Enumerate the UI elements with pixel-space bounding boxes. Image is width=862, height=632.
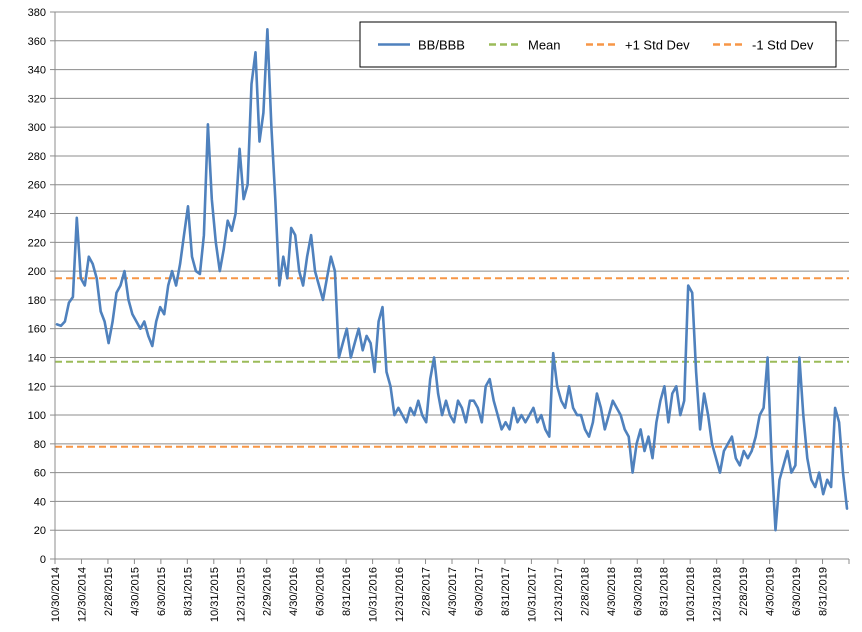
legend-label: +1 Std Dev [625, 38, 690, 53]
y-tick-label: 120 [28, 381, 46, 393]
x-tick-label: 8/31/2015 [182, 567, 194, 616]
x-tick-label: 8/31/2019 [818, 567, 830, 616]
y-tick-label: 320 [28, 93, 46, 105]
y-tick-label: 60 [34, 468, 46, 480]
legend-label: BB/BBB [418, 38, 465, 53]
x-tick-label: 10/31/2016 [368, 567, 380, 622]
reference-lines [55, 277, 849, 448]
y-tick-label: 260 [28, 180, 46, 192]
x-tick-label: 4/30/2018 [606, 567, 618, 616]
axes [50, 11, 850, 564]
legend-label: -1 Std Dev [752, 38, 814, 53]
x-tick-label: 10/31/2015 [209, 567, 221, 622]
y-tick-label: 340 [28, 65, 46, 77]
y-tick-label: 140 [28, 352, 46, 364]
x-tick-label: 12/31/2018 [712, 567, 724, 622]
x-tick-label: 6/30/2015 [156, 567, 168, 616]
y-tick-label: 20 [34, 525, 46, 537]
x-tick-label: 10/30/2014 [50, 567, 62, 622]
x-tick-label: 4/30/2019 [765, 567, 777, 616]
x-tick-label: 10/31/2017 [526, 567, 538, 622]
legend-label: Mean [528, 38, 561, 53]
x-tick-label: 8/31/2017 [500, 567, 512, 616]
x-tick-label: 10/31/2018 [685, 567, 697, 622]
x-tick-label: 6/30/2016 [315, 567, 327, 616]
x-tick-label: 12/31/2015 [235, 567, 247, 622]
y-tick-label: 380 [28, 7, 46, 19]
x-tick-label: 2/28/2015 [103, 567, 115, 616]
x-tick-label: 6/30/2017 [473, 567, 485, 616]
y-tick-labels: 0 20 40 60 80 100 120 140 160 180 200 220 240 260 280 3… [28, 7, 46, 566]
x-tick-label: 2/29/2016 [262, 567, 274, 616]
y-tick-label: 220 [28, 237, 46, 249]
x-tick-label: 12/30/2014 [76, 567, 88, 622]
x-tick-label: 4/30/2017 [447, 567, 459, 616]
y-tick-label: 40 [34, 496, 46, 508]
x-tick-label: 2/28/2018 [579, 567, 591, 616]
x-tick-label: 2/28/2019 [738, 567, 750, 616]
y-tick-label: 160 [28, 324, 46, 336]
y-tick-label: 180 [28, 295, 46, 307]
x-tick-labels: 10/30/2014 12/30/2014 2/28/2015 4/30/2015 6/… [50, 567, 830, 622]
x-tick-label: 8/31/2016 [341, 567, 353, 616]
x-tick-label: 6/30/2018 [632, 567, 644, 616]
legend: BB/BBB Mean +1 Std Dev -1 Std Dev [359, 21, 837, 68]
x-tick-label: 4/30/2015 [129, 567, 141, 616]
y-tick-label: 300 [28, 122, 46, 134]
gridlines [55, 11, 849, 531]
y-tick-label: 200 [28, 266, 46, 278]
x-tick-label: 8/31/2018 [659, 567, 671, 616]
series-layer [55, 28, 849, 532]
x-tick-label: 2/28/2017 [421, 567, 433, 616]
y-tick-label: 0 [40, 554, 46, 566]
y-tick-label: 100 [28, 410, 46, 422]
y-tick-label: 240 [28, 209, 46, 221]
y-tick-label: 360 [28, 36, 46, 48]
y-tick-label: 80 [34, 439, 46, 451]
series-line-bb-bbb [55, 28, 849, 532]
x-tick-label: 4/30/2016 [288, 567, 300, 616]
x-tick-label: 12/31/2017 [553, 567, 565, 622]
y-tick-label: 280 [28, 151, 46, 163]
x-tick-label: 12/31/2016 [394, 567, 406, 622]
x-tick-label: 6/30/2019 [791, 567, 803, 616]
